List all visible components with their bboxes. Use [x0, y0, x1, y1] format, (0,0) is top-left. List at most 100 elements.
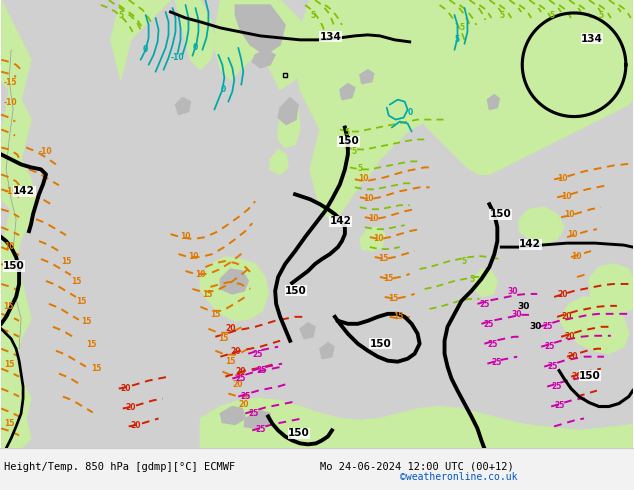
Polygon shape	[235, 5, 285, 55]
Text: 5: 5	[460, 23, 465, 32]
Polygon shape	[221, 407, 245, 424]
Polygon shape	[300, 323, 315, 339]
Polygon shape	[360, 227, 385, 251]
Text: 25: 25	[249, 410, 259, 418]
Text: 142: 142	[330, 216, 352, 226]
Text: 142: 142	[519, 239, 541, 249]
Text: 10: 10	[188, 252, 199, 261]
Polygon shape	[270, 149, 288, 174]
Text: 15: 15	[218, 334, 229, 343]
Text: 0: 0	[408, 108, 413, 117]
Text: 15: 15	[225, 357, 236, 366]
Text: 15: 15	[91, 364, 101, 372]
Text: -10: -10	[4, 187, 18, 196]
Text: 10: 10	[368, 214, 378, 223]
Text: 25: 25	[544, 342, 555, 351]
Text: 25: 25	[551, 382, 562, 391]
Text: 5: 5	[345, 127, 350, 137]
Text: 15: 15	[378, 254, 388, 263]
Text: -10: -10	[3, 98, 16, 107]
Text: 25: 25	[479, 300, 490, 309]
Text: 5: 5	[599, 11, 604, 20]
Text: 15: 15	[4, 419, 15, 428]
Text: 134: 134	[320, 32, 342, 42]
Polygon shape	[176, 98, 190, 115]
Text: 5: 5	[119, 11, 124, 20]
Polygon shape	[200, 257, 268, 321]
Text: 5: 5	[455, 35, 460, 44]
Text: 10: 10	[4, 242, 15, 251]
Text: 5: 5	[462, 257, 467, 266]
Text: 20: 20	[564, 332, 574, 341]
Text: 10: 10	[181, 232, 191, 241]
Text: 150: 150	[370, 339, 392, 349]
Text: 5: 5	[310, 11, 315, 20]
Polygon shape	[420, 0, 633, 174]
Text: 0: 0	[221, 85, 226, 94]
Text: 0: 0	[193, 43, 198, 52]
Text: 15: 15	[61, 257, 71, 266]
Text: 20: 20	[238, 399, 249, 409]
Text: 15: 15	[202, 290, 213, 299]
Text: 5: 5	[469, 275, 475, 284]
Polygon shape	[176, 0, 216, 70]
Text: 10: 10	[358, 174, 368, 183]
Text: 15: 15	[388, 294, 398, 303]
Polygon shape	[360, 70, 374, 84]
Text: 20: 20	[120, 384, 131, 392]
Text: 134: 134	[581, 34, 603, 44]
Text: 150: 150	[288, 428, 310, 439]
Text: 150: 150	[285, 286, 307, 296]
Text: 30: 30	[507, 287, 518, 296]
Polygon shape	[320, 343, 334, 359]
Polygon shape	[244, 411, 270, 428]
Text: 150: 150	[338, 137, 359, 147]
Polygon shape	[488, 95, 500, 110]
Text: -15: -15	[3, 78, 16, 87]
Text: 5: 5	[549, 11, 554, 20]
Text: 10: 10	[557, 174, 567, 183]
Polygon shape	[252, 50, 275, 68]
Text: 20: 20	[230, 347, 241, 356]
Polygon shape	[519, 207, 564, 244]
Text: 25: 25	[256, 425, 266, 435]
Text: 30: 30	[517, 302, 529, 311]
Text: 150: 150	[579, 370, 601, 381]
Polygon shape	[216, 0, 310, 90]
Text: 150: 150	[3, 261, 25, 271]
Text: 15: 15	[3, 302, 13, 311]
Text: 25: 25	[554, 401, 564, 411]
Text: 20: 20	[131, 421, 141, 430]
Text: 10: 10	[567, 230, 578, 239]
Text: 25: 25	[542, 322, 553, 331]
Text: 20: 20	[235, 367, 246, 376]
Text: 10: 10	[195, 270, 206, 279]
Text: 20: 20	[557, 290, 567, 299]
Polygon shape	[295, 0, 633, 219]
Text: 30: 30	[511, 310, 522, 319]
Text: 15: 15	[392, 312, 403, 321]
Text: 20: 20	[225, 324, 236, 333]
Text: Height/Temp. 850 hPa [gdmp][°C] ECMWF: Height/Temp. 850 hPa [gdmp][°C] ECMWF	[4, 462, 235, 471]
Text: 15: 15	[76, 297, 86, 306]
Text: 10: 10	[561, 192, 572, 201]
Text: 25: 25	[240, 392, 250, 400]
Text: 5: 5	[358, 164, 363, 173]
Text: 142: 142	[13, 186, 35, 196]
Polygon shape	[111, 0, 171, 80]
Polygon shape	[278, 98, 298, 124]
Text: 25: 25	[252, 350, 262, 359]
Text: 25: 25	[256, 366, 267, 375]
Text: 15: 15	[210, 310, 221, 319]
Text: 30: 30	[529, 322, 541, 331]
Text: 25: 25	[235, 373, 246, 383]
Polygon shape	[589, 264, 633, 314]
Text: 5: 5	[352, 147, 357, 156]
Text: 15: 15	[4, 360, 15, 368]
Polygon shape	[1, 0, 36, 448]
Text: 15: 15	[383, 274, 393, 283]
Text: 20: 20	[561, 312, 572, 321]
Text: ©weatheronline.co.uk: ©weatheronline.co.uk	[400, 472, 517, 482]
Text: 10: 10	[571, 252, 581, 261]
Text: 0: 0	[143, 45, 148, 54]
